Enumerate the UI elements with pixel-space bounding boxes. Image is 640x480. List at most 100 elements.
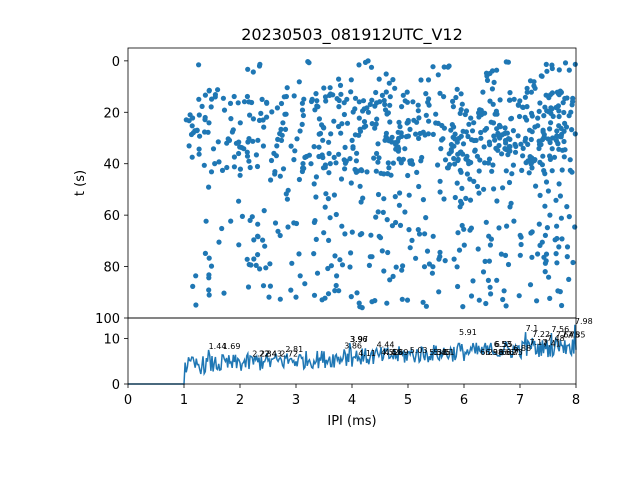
raster-point	[528, 230, 534, 236]
raster-point	[277, 173, 283, 179]
raster-point	[253, 152, 259, 158]
raster-point	[541, 254, 547, 260]
raster-point	[313, 194, 319, 200]
raster-point	[556, 67, 562, 73]
raster-point	[344, 120, 351, 126]
raster-point	[503, 168, 509, 174]
raster-point	[457, 167, 463, 173]
raster-y-tick-label: 60	[103, 209, 120, 224]
raster-point	[559, 167, 565, 173]
raster-point	[189, 123, 195, 129]
raster-point	[409, 237, 415, 243]
raster-point	[312, 107, 318, 113]
raster-point	[465, 133, 471, 140]
raster-point	[482, 160, 488, 166]
raster-point	[430, 233, 436, 239]
raster-point	[449, 122, 455, 128]
raster-point	[504, 223, 510, 229]
raster-point	[247, 112, 253, 118]
raster-point	[322, 295, 328, 301]
raster-point	[278, 100, 285, 107]
raster-point	[264, 114, 270, 120]
peak-label: 5.03	[410, 346, 428, 355]
raster-point	[489, 86, 495, 92]
raster-point	[528, 89, 535, 95]
raster-point	[325, 196, 331, 202]
raster-point	[441, 196, 447, 202]
raster-point	[507, 148, 513, 154]
raster-point	[202, 92, 208, 98]
peak-label: 7.22	[532, 330, 550, 339]
raster-point	[326, 237, 332, 243]
raster-point	[224, 164, 230, 171]
raster-point	[531, 83, 537, 89]
histogram-line	[128, 324, 577, 385]
peak-label: 2.72	[280, 350, 298, 359]
raster-point	[424, 248, 431, 254]
raster-point	[373, 168, 379, 174]
raster-point	[478, 107, 484, 113]
raster-point	[561, 138, 567, 145]
raster-point	[564, 254, 570, 260]
raster-point	[186, 118, 192, 124]
raster-point	[467, 197, 474, 203]
raster-point	[332, 288, 338, 294]
raster-point	[525, 141, 531, 147]
raster-point	[260, 143, 266, 149]
raster-point	[407, 126, 413, 132]
raster-point	[452, 161, 458, 167]
raster-point	[460, 141, 467, 147]
raster-point	[373, 89, 379, 96]
raster-point	[415, 108, 421, 114]
raster-point	[527, 78, 534, 84]
raster-point	[491, 79, 497, 85]
raster-point	[323, 191, 329, 197]
raster-point	[502, 252, 509, 258]
peak-label: 4.69	[391, 348, 409, 357]
peak-label: 3.86	[344, 341, 362, 350]
raster-point	[327, 85, 333, 91]
raster-point	[494, 67, 500, 73]
raster-point	[480, 269, 487, 275]
raster-point	[472, 148, 478, 154]
raster-point	[519, 167, 525, 173]
raster-point	[425, 99, 431, 105]
raster-point	[221, 107, 228, 113]
raster-point	[413, 255, 419, 261]
raster-point	[210, 146, 217, 152]
peak-label: 6.67	[502, 348, 520, 357]
raster-point	[381, 268, 387, 274]
raster-point	[416, 183, 422, 190]
raster-point	[451, 256, 457, 262]
peak-label: 2.22	[252, 350, 270, 359]
raster-y-tick-label: 80	[103, 261, 120, 276]
raster-point	[219, 225, 225, 232]
raster-point	[323, 98, 329, 104]
raster-point	[517, 252, 523, 258]
raster-point	[369, 97, 375, 103]
raster-point	[396, 146, 402, 152]
raster-point	[566, 276, 572, 282]
raster-point	[534, 298, 540, 304]
raster-point	[350, 109, 356, 115]
raster-point	[389, 139, 395, 145]
raster-point	[559, 147, 566, 153]
raster-point	[336, 288, 342, 294]
raster-point	[423, 112, 429, 118]
raster-point	[454, 86, 460, 92]
peak-label: 6.88	[513, 344, 531, 353]
raster-point	[561, 109, 567, 116]
raster-point	[334, 273, 340, 279]
raster-point	[365, 109, 371, 115]
raster-point	[190, 115, 196, 121]
raster-point	[383, 130, 389, 136]
raster-point	[419, 154, 425, 161]
raster-point	[547, 156, 554, 162]
raster-point	[476, 168, 482, 174]
raster-point	[478, 129, 484, 136]
raster-point	[245, 284, 252, 290]
raster-point	[257, 266, 263, 272]
raster-point	[380, 209, 386, 215]
raster-point	[384, 300, 390, 306]
